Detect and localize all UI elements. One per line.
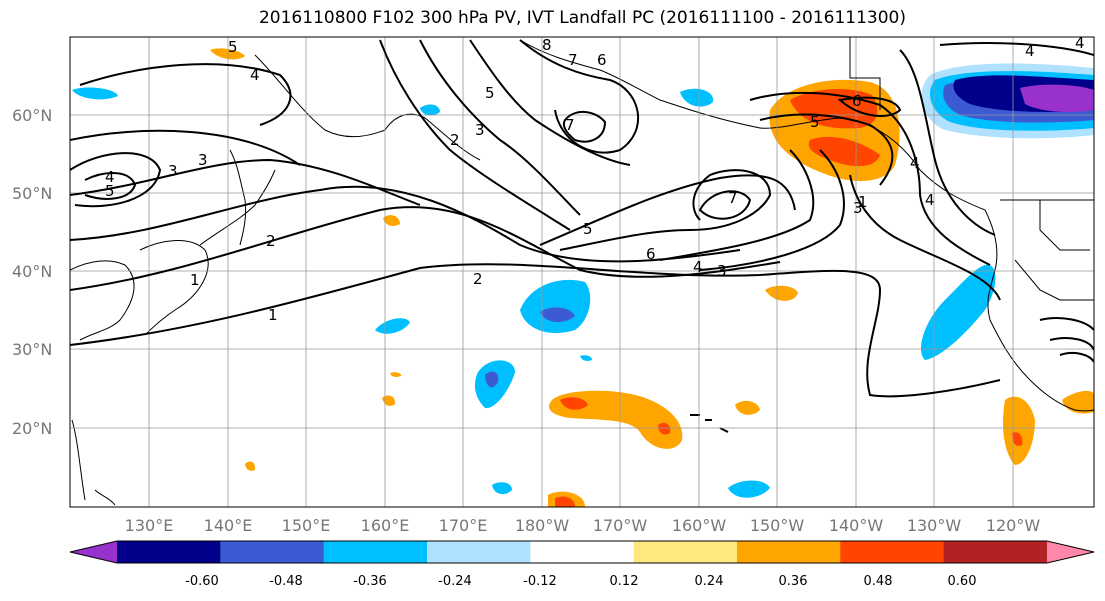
colorbar-tick-label: -0.36: [353, 574, 387, 589]
contour-labels: 5 4 3 4 5 3 2 3 5 8 7 6 7 2 1 1 6 5 4 3 …: [105, 34, 1085, 324]
contour-label: 4: [105, 168, 115, 186]
colorbar-ticks: -0.60 -0.48 -0.36 -0.24 -0.12 0.12 0.24 …: [185, 574, 976, 589]
plot-frame: [69, 36, 1095, 508]
latitude-labels: 60°N 50°N 40°N 30°N 20°N: [12, 106, 52, 438]
lat-label: 30°N: [12, 340, 52, 359]
lon-label: 130°E: [125, 516, 174, 535]
lon-label: 160°E: [361, 516, 410, 535]
contour-label: 3: [198, 151, 208, 169]
contour-label: 7: [568, 51, 578, 69]
contour-label: 5: [228, 38, 238, 56]
contour-label: 2: [473, 270, 483, 288]
colorbar-segment: [633, 541, 738, 563]
colorbar-segment: [117, 541, 221, 563]
pv-contours: [70, 39, 1094, 398]
contour-label: 6: [646, 245, 656, 263]
contour-label: 7: [728, 189, 738, 207]
colorbar-outline: [69, 540, 1095, 564]
contour-label: 4: [250, 66, 260, 84]
contour-label: 6: [852, 92, 862, 110]
lon-label: 180°W: [515, 516, 570, 535]
colorbar-tick-label: 0.48: [864, 574, 893, 589]
colorbar-tick-label: -0.60: [185, 574, 219, 589]
lon-label: 150°W: [750, 516, 805, 535]
colorbar-segment: [737, 541, 841, 563]
lon-label: 150°E: [282, 516, 331, 535]
colorbar-tick-label: 0.36: [779, 574, 808, 589]
lon-label: 170°E: [439, 516, 488, 535]
contour-label: 5: [105, 182, 115, 200]
contour-label: 5: [810, 113, 820, 131]
contour-label: 4: [1075, 34, 1085, 52]
lon-label: 140°W: [829, 516, 884, 535]
colorbar-segment: [840, 541, 945, 563]
longitude-labels: 130°E 140°E 150°E 160°E 170°E 180°W 170°…: [125, 516, 1041, 535]
lon-label: 160°W: [672, 516, 727, 535]
contour-label: 4: [1025, 42, 1035, 60]
contour-label: 4: [693, 258, 703, 276]
contour-label: 5: [485, 84, 495, 102]
political-boundaries: [849, 37, 1094, 301]
contour-label: 7: [565, 116, 575, 134]
colorbar-tick-label: -0.24: [438, 574, 472, 589]
contour-label: 5: [583, 220, 593, 238]
colorbar-tick-label: -0.48: [269, 574, 303, 589]
colorbar-extend-min: [70, 541, 117, 563]
contour-label: 2: [450, 131, 460, 149]
contour-label: 4: [925, 191, 935, 209]
colorbar-segment: [323, 541, 428, 563]
ivt-anomaly-fills: [72, 48, 1094, 507]
colorbar-tick-label: -0.12: [523, 574, 557, 589]
colorbar-segment: [943, 541, 1048, 563]
contour-label: 3: [168, 162, 178, 180]
contour-label: 8: [542, 36, 552, 54]
lon-label: 140°E: [204, 516, 253, 535]
contour-label: 1: [190, 271, 200, 289]
colorbar-tick-label: 0.60: [948, 574, 977, 589]
lat-label: 60°N: [12, 106, 52, 125]
lon-label: 170°W: [593, 516, 648, 535]
colorbar-segment: [220, 541, 325, 563]
lon-label: 120°W: [986, 516, 1041, 535]
contour-label: 3: [475, 121, 485, 139]
contour-label: 2: [266, 232, 276, 250]
map-title: 2016110800 F102 300 hPa PV, IVT Landfall…: [258, 8, 906, 28]
lat-label: 20°N: [12, 419, 52, 438]
colorbar-segment: [427, 541, 531, 563]
colorbar-tick-label: 0.12: [610, 574, 639, 589]
lat-label: 40°N: [12, 262, 52, 281]
colorbar-segments: [69, 540, 1095, 564]
lat-label: 50°N: [12, 184, 52, 203]
contour-label: 1: [268, 306, 278, 324]
contour-label: 3: [717, 262, 727, 280]
contour-label: 6: [597, 51, 607, 69]
contour-label: 1: [858, 193, 868, 211]
contour-label: 3: [853, 199, 863, 217]
lon-label: 130°W: [907, 516, 962, 535]
contour-label: 4: [910, 154, 920, 172]
colorbar-segment: [530, 541, 635, 563]
colorbar-extend-max: [1047, 541, 1094, 563]
colorbar: -0.60 -0.48 -0.36 -0.24 -0.12 0.12 0.24 …: [69, 540, 1095, 589]
colorbar-tick-label: 0.24: [695, 574, 724, 589]
